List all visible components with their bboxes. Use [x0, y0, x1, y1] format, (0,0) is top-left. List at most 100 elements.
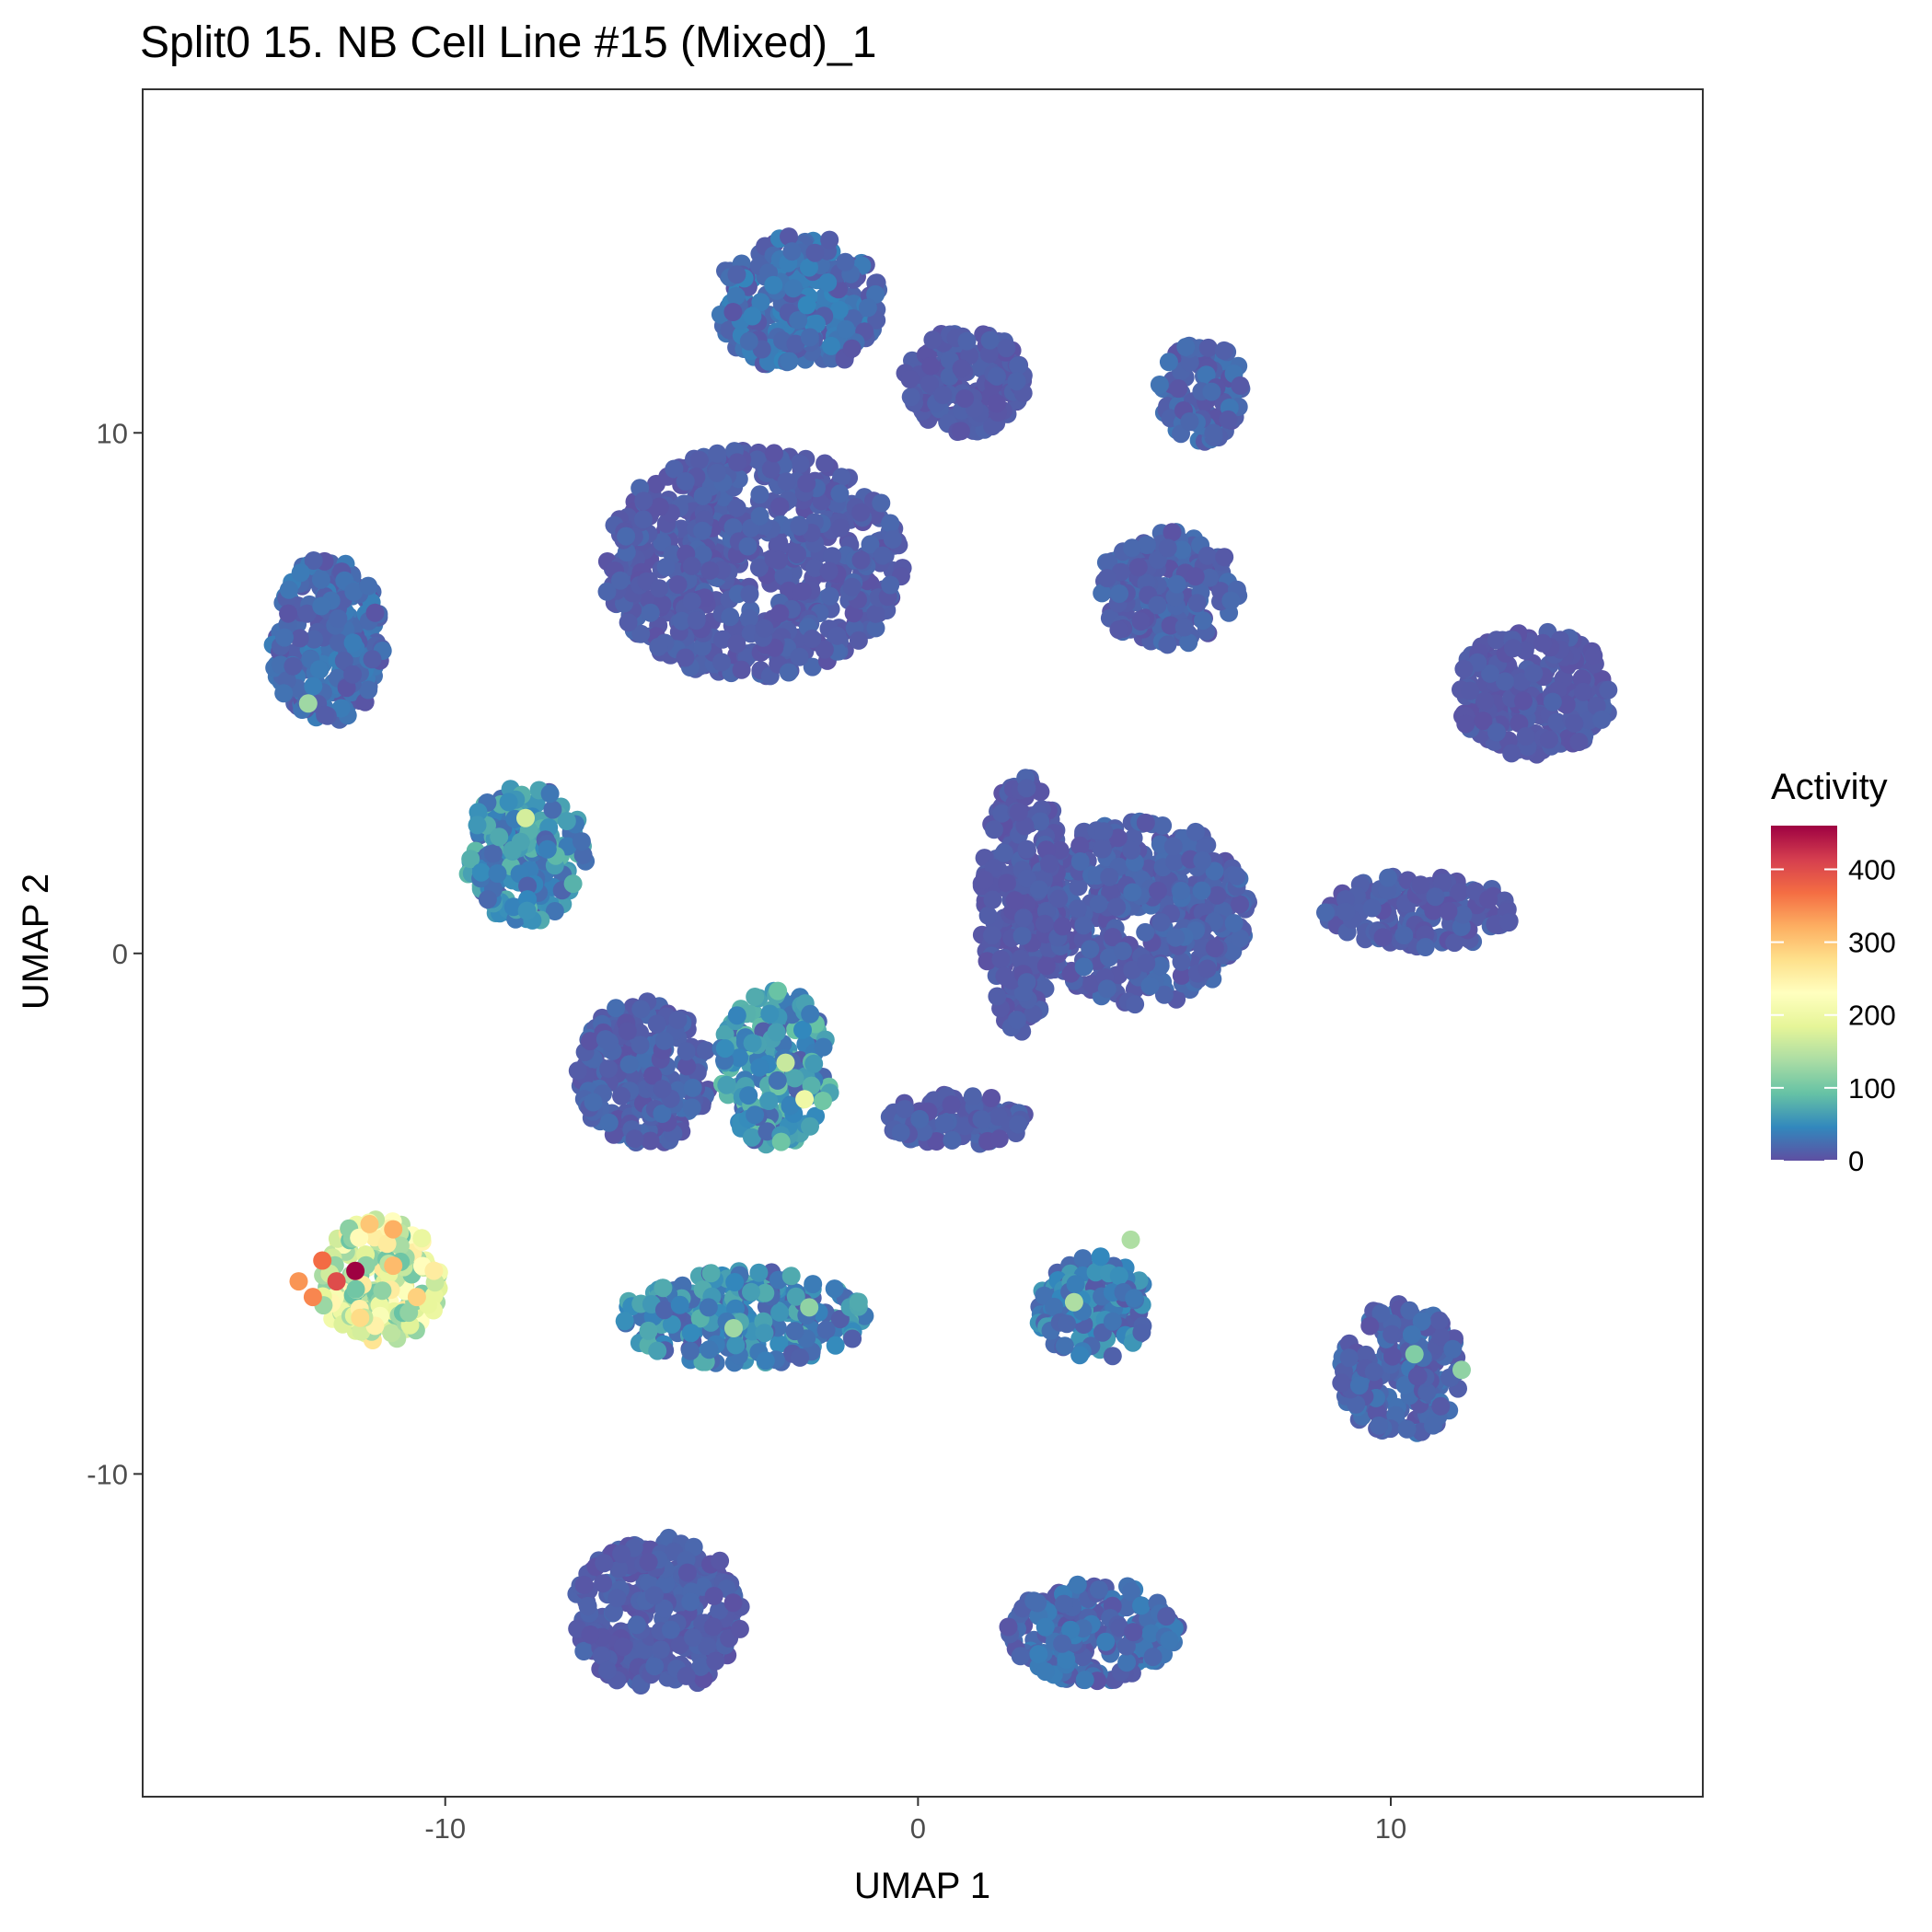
cell-point	[1382, 1325, 1402, 1344]
cell-point	[727, 634, 746, 654]
cell-point	[740, 584, 759, 604]
cell-point	[785, 1322, 804, 1341]
cell-point	[804, 1054, 824, 1073]
cell-point	[1035, 1662, 1055, 1682]
cell-point	[708, 463, 726, 482]
cell-point	[829, 300, 849, 319]
cell-point	[668, 575, 688, 594]
cell-point	[1094, 822, 1114, 841]
cell-point	[654, 1301, 674, 1320]
cell-point	[297, 604, 317, 623]
cell-point	[1224, 914, 1244, 932]
cell-point	[471, 862, 491, 882]
cell-point	[749, 558, 769, 577]
cell-point	[900, 370, 920, 388]
cell-point	[1172, 966, 1191, 985]
cell-point	[343, 665, 363, 684]
cell-point	[1197, 959, 1217, 978]
cell-point	[866, 619, 885, 638]
cell-point	[1049, 889, 1069, 908]
cell-point	[1221, 591, 1241, 610]
cell-point	[1231, 376, 1250, 395]
cell-point	[518, 876, 538, 896]
cell-point	[1121, 1582, 1140, 1602]
cell-point	[982, 1089, 1001, 1107]
legend-tick-label: 200	[1848, 1000, 1896, 1032]
cell-point	[999, 1617, 1018, 1637]
cell-point	[279, 580, 298, 599]
cell-point	[1163, 837, 1183, 856]
cell-point	[985, 820, 1003, 839]
cell-point	[670, 1295, 689, 1314]
cell-point	[770, 497, 790, 516]
cell-point	[822, 336, 840, 355]
cell-point	[1045, 1297, 1064, 1316]
cell-point	[983, 890, 1002, 909]
cell-point	[557, 812, 576, 830]
cell-point	[468, 816, 487, 835]
legend-tick-label: 300	[1848, 927, 1896, 959]
cell-point	[275, 628, 294, 647]
cell-point	[343, 633, 363, 653]
cell-point	[373, 1281, 392, 1301]
cell-point	[1057, 1649, 1076, 1669]
cell-point	[881, 575, 900, 595]
cell-point	[756, 1351, 775, 1371]
cell-point	[750, 485, 769, 504]
cell-point-high	[407, 1288, 426, 1307]
cell-point	[488, 864, 507, 883]
cell-point	[814, 1092, 832, 1110]
cell-point	[1131, 612, 1151, 631]
cell-point	[1151, 913, 1171, 932]
cell-point	[955, 389, 975, 408]
cell-point	[656, 558, 676, 577]
cell-point	[801, 1004, 820, 1024]
cell-point	[843, 1329, 862, 1348]
cell-point	[645, 1586, 664, 1605]
cell-point	[771, 1132, 791, 1151]
cell-point-high	[360, 1214, 379, 1233]
cell-point	[804, 1275, 823, 1294]
cell-point	[568, 1061, 587, 1081]
cell-point	[1397, 1419, 1417, 1439]
cell-point	[725, 1273, 745, 1291]
x-tick-label: -10	[424, 1812, 466, 1845]
cell-point	[1089, 895, 1108, 914]
cell-point	[866, 284, 885, 304]
cell-point	[1054, 1594, 1073, 1614]
cell-point	[1379, 868, 1398, 887]
cell-point	[662, 1314, 681, 1334]
cell-point	[1569, 733, 1589, 751]
cell-point	[943, 1130, 962, 1150]
cell-point	[668, 1011, 688, 1030]
cell-point	[706, 1651, 725, 1671]
cell-point	[305, 630, 324, 649]
cell-point	[478, 890, 497, 909]
cell-point	[684, 1628, 702, 1648]
cell-point	[1208, 885, 1227, 905]
cell-point	[1543, 692, 1562, 711]
cell-point	[818, 272, 838, 292]
cell-point	[891, 1123, 910, 1142]
cell-point	[693, 486, 712, 505]
cell-point	[861, 535, 880, 554]
cell-point	[710, 1601, 729, 1620]
cell-point	[957, 331, 977, 351]
cell-point	[1153, 816, 1173, 835]
cell-point	[1539, 730, 1558, 749]
cell-point	[1036, 956, 1056, 976]
cell-point	[1093, 584, 1112, 603]
cell-point	[1474, 711, 1493, 731]
cell-point	[1017, 779, 1036, 798]
cell-point	[329, 633, 348, 653]
cell-point-high	[1121, 1230, 1140, 1249]
cell-point	[1053, 1634, 1072, 1653]
cell-point	[1069, 877, 1088, 897]
cell-point	[769, 981, 788, 1001]
cell-point	[312, 596, 331, 616]
cell-point	[483, 844, 503, 863]
cell-point	[1161, 616, 1180, 635]
cell-point	[1496, 672, 1514, 691]
cell-point	[701, 1264, 721, 1283]
cell-point	[594, 1574, 613, 1593]
